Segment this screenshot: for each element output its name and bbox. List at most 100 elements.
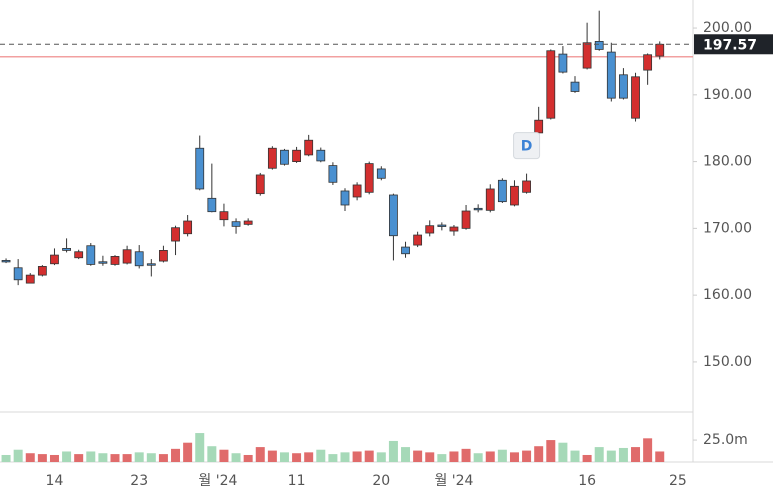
volume-bar	[243, 454, 253, 462]
candle-body	[255, 174, 265, 195]
candle-body	[292, 149, 301, 162]
candle-body	[522, 180, 531, 193]
candle-body	[50, 254, 59, 265]
candle-body	[171, 227, 180, 242]
volume-bar	[582, 454, 592, 462]
volume-bar	[461, 448, 471, 462]
volume-bar	[183, 442, 193, 462]
x-tick-label: 16	[578, 473, 596, 489]
volume-bar	[122, 454, 132, 462]
candle-body	[159, 250, 168, 262]
candle-body	[389, 194, 398, 237]
candle-body	[316, 149, 326, 162]
volume-bar	[522, 450, 532, 462]
candle-body	[606, 51, 616, 99]
volume-bar	[37, 454, 47, 462]
volume-bar	[558, 442, 568, 462]
y-tick-label: 200.00	[703, 20, 752, 36]
volume-bar	[509, 452, 519, 462]
volume-bar	[401, 447, 411, 462]
volume-bar	[171, 448, 181, 462]
candle-body	[219, 211, 229, 221]
candle-body	[122, 249, 132, 264]
candle-body	[401, 246, 410, 255]
volume-bar	[134, 452, 144, 462]
volume-bar	[158, 454, 168, 462]
volume-bar	[606, 450, 616, 462]
volume-bar	[340, 452, 350, 462]
candle-body	[25, 274, 35, 284]
volume-bar	[25, 453, 35, 462]
volume-bar	[49, 454, 59, 462]
candle-body	[437, 224, 447, 227]
candle-body	[146, 263, 156, 266]
volume-bar	[195, 433, 205, 462]
volume-bar	[643, 438, 653, 462]
annotation-box	[513, 132, 541, 160]
candle-body	[643, 54, 653, 71]
y-tick-label: 190.00	[703, 87, 752, 103]
x-tick-label: 월 '24	[198, 473, 237, 489]
candle-body	[619, 74, 628, 99]
y-tick-label: 150.00	[703, 354, 752, 370]
volume-bar	[316, 449, 326, 462]
candle-body	[243, 220, 253, 225]
volume-bar	[546, 440, 556, 462]
volume-bar	[631, 447, 641, 462]
candle-body	[594, 41, 604, 50]
candle-body	[13, 267, 23, 281]
volume-bar	[328, 454, 338, 462]
last-price-box	[694, 34, 773, 55]
candle-body	[582, 42, 592, 69]
candle-body	[231, 221, 241, 227]
candle-body	[328, 165, 338, 183]
volume-bar	[388, 440, 398, 462]
volume-tick-label: 25.0m	[703, 432, 748, 448]
volume-bar	[594, 447, 604, 462]
candle-body	[570, 81, 580, 92]
candle-body	[485, 188, 495, 211]
x-tick-label: 23	[130, 473, 148, 489]
candle-body	[473, 207, 483, 211]
volume-bar	[437, 454, 447, 462]
candle-body	[631, 76, 640, 119]
volume-bar	[304, 452, 314, 462]
y-tick-label: 180.00	[703, 154, 752, 170]
candle-body	[376, 168, 386, 179]
last-price-label: 197.57	[703, 37, 757, 53]
volume-bar	[655, 451, 665, 462]
volume-bar	[86, 451, 96, 462]
volume-bar	[219, 449, 229, 462]
x-tick-label: 25	[669, 473, 687, 489]
volume-bar	[618, 447, 628, 462]
candle-body	[86, 245, 96, 265]
candle-body	[352, 184, 362, 198]
candle-body	[267, 147, 277, 169]
x-tick-label: 월 '24	[434, 473, 473, 489]
candle-body	[280, 149, 289, 165]
volume-bar	[449, 451, 459, 462]
volume-bar	[255, 447, 265, 462]
x-tick-label: 11	[288, 473, 306, 489]
candle-body	[1, 260, 11, 263]
volume-bar	[74, 454, 84, 462]
candle-body	[655, 43, 665, 57]
volume-bar	[98, 453, 108, 462]
volume-bar	[376, 452, 386, 462]
candle-body	[304, 139, 314, 156]
candle-body	[74, 251, 84, 259]
candle-body	[558, 53, 568, 73]
volume-bar	[352, 451, 362, 462]
candle-body	[425, 225, 435, 234]
volume-bar	[207, 446, 217, 462]
candle-body	[134, 251, 144, 267]
candle-body	[497, 179, 507, 203]
y-tick-label: 170.00	[703, 220, 752, 236]
volume-bar	[231, 453, 241, 462]
candle-body	[461, 210, 471, 229]
volume-bar	[146, 453, 156, 462]
candle-body	[534, 119, 544, 134]
candle-body	[413, 234, 423, 246]
